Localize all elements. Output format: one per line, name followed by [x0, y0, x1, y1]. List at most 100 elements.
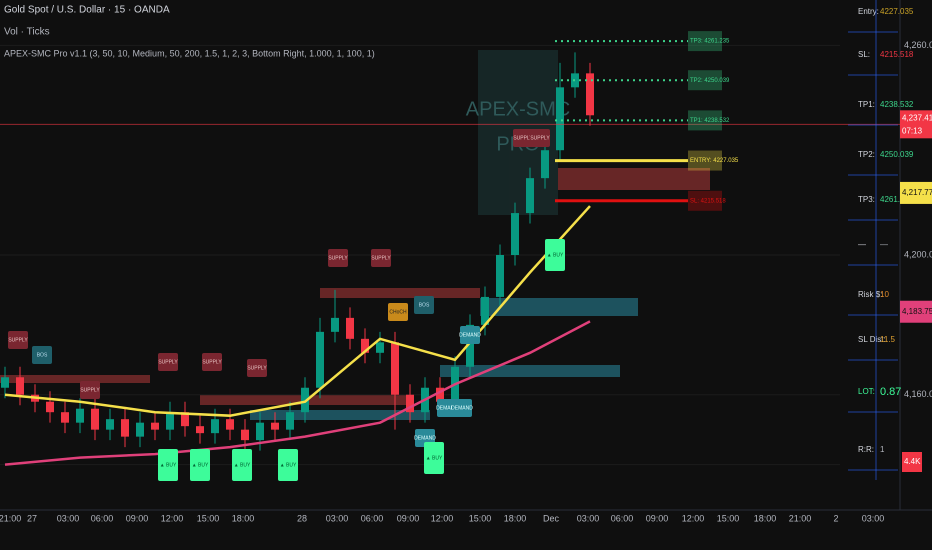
- x-tick-label: 2: [833, 513, 838, 523]
- x-tick-label: 06:00: [361, 513, 384, 523]
- price-tag-bg: [900, 110, 932, 139]
- moving-average: [4, 205, 591, 417]
- candle-body: [436, 387, 444, 402]
- panel-label: TP3:: [858, 195, 875, 204]
- level-tag-bg: [688, 110, 722, 131]
- candle-body: [496, 255, 504, 297]
- candle-body: [346, 317, 354, 339]
- panel-label: Entry:: [858, 7, 879, 16]
- price-tag-bg: [900, 181, 932, 204]
- signal-box: [202, 353, 222, 371]
- signal-label: SUPPLY: [158, 359, 178, 365]
- level-tag: TP3: 4261.235: [690, 39, 730, 45]
- x-tick-label: 09:00: [397, 513, 420, 523]
- signal-label: SUPPLY: [247, 365, 267, 371]
- x-tick-label: 03:00: [577, 513, 600, 523]
- signal-box: [190, 449, 210, 481]
- x-tick-label: Dec: [543, 513, 560, 523]
- signal-box: [460, 326, 480, 344]
- signal-label: SUPPLY: [530, 135, 550, 141]
- level-tag: TP1: 4238.532: [690, 118, 730, 124]
- signal-box: [424, 442, 444, 474]
- x-tick-label: 15:00: [469, 513, 492, 523]
- signal-box: [158, 353, 178, 371]
- signal-label: DEMAND: [436, 405, 458, 411]
- x-tick-label: 12:00: [682, 513, 705, 523]
- x-tick-label: 09:00: [646, 513, 669, 523]
- volume-tag: 4.4K: [904, 457, 921, 466]
- candle-body: [301, 387, 309, 413]
- candle-body: [121, 419, 129, 437]
- candle-body: [46, 401, 54, 413]
- candle-body: [151, 422, 159, 430]
- panel-value: 11.5: [880, 335, 896, 344]
- demand-zone: [480, 298, 638, 316]
- candle-body: [91, 408, 99, 430]
- candle-body: [391, 342, 399, 395]
- signal-label: ▲ BUY: [192, 462, 209, 468]
- candle-body: [316, 331, 324, 388]
- signal-label: SUPPLY: [328, 255, 348, 261]
- panel-label: TP2:: [858, 150, 875, 159]
- level-tag: SL: 4215.518: [690, 198, 726, 204]
- candle-body: [226, 419, 234, 430]
- candle-body: [556, 87, 564, 151]
- panel-label: SL:: [858, 50, 870, 59]
- y-tick-label: 4,200.000: [904, 249, 932, 259]
- signal-label: SUPPLY: [371, 255, 391, 261]
- x-tick-label: 18:00: [754, 513, 777, 523]
- signal-box: [328, 249, 348, 267]
- x-tick-label: 28: [297, 513, 307, 523]
- signal-box: [388, 303, 408, 321]
- panel-value: 0.87: [880, 386, 901, 398]
- candle-body: [136, 422, 144, 437]
- candle-body: [286, 412, 294, 430]
- panel-label: —: [858, 240, 866, 249]
- panel-value: 1: [880, 445, 885, 454]
- x-tick-label: 12:00: [431, 513, 454, 523]
- supply-zone: [0, 375, 150, 383]
- signal-box: [513, 129, 533, 147]
- signal-label: ▲ BUY: [160, 462, 177, 468]
- candle-body: [406, 394, 414, 413]
- level-tag: ENTRY: 4227.035: [690, 158, 739, 164]
- x-tick-label: 09:00: [126, 513, 149, 523]
- level-tag-bg: [688, 70, 722, 91]
- candle-body: [481, 296, 489, 325]
- candle-body: [361, 338, 369, 353]
- price-tag: 4,237.410: [902, 113, 932, 122]
- signal-box: [247, 359, 267, 377]
- x-tick-label: 15:00: [197, 513, 220, 523]
- panel-label: LOT:: [858, 387, 875, 396]
- candle-body: [1, 377, 9, 388]
- candle-body: [241, 429, 249, 441]
- x-tick-label: 03:00: [862, 513, 885, 523]
- panel-value: —: [880, 240, 888, 249]
- supply-zone: [320, 288, 480, 298]
- panel-value: 4261.235: [880, 195, 914, 204]
- signal-label: DEMAND: [451, 405, 473, 411]
- candle-body: [511, 213, 519, 255]
- signal-box: [158, 449, 178, 481]
- symbol-title: Gold Spot / U.S. Dollar · 15 · OANDA: [4, 5, 170, 16]
- signal-label: ▲ BUY: [547, 252, 564, 258]
- signal-label: ▲ BUY: [426, 455, 443, 461]
- x-tick-label: 21:00: [0, 513, 21, 523]
- signal-box: [8, 331, 28, 349]
- signal-box: [80, 381, 100, 399]
- level-tag: TP2: 4250.039: [690, 78, 730, 84]
- x-tick-label: 03:00: [57, 513, 80, 523]
- signal-label: SUPPLY: [202, 359, 222, 365]
- signal-label: ▲ BUY: [280, 462, 297, 468]
- signal-box: [530, 129, 550, 147]
- indicator-legend: APEX-SMC Pro v1.1 (3, 50, 10, Medium, 50…: [4, 48, 375, 58]
- panel-label: R:R:: [858, 445, 874, 454]
- candle-body: [586, 73, 594, 116]
- candle-body: [106, 419, 114, 430]
- price-countdown: 07:13: [902, 126, 923, 135]
- candle-body: [166, 412, 174, 430]
- y-tick-label: 4,160.000: [904, 389, 932, 399]
- level-tag-bg: [688, 190, 722, 211]
